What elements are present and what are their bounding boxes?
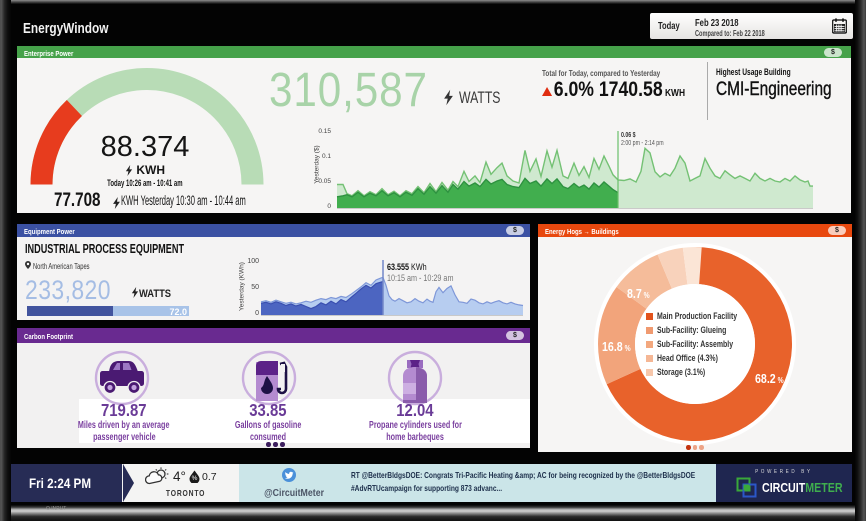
svg-text:%: % — [192, 475, 198, 482]
